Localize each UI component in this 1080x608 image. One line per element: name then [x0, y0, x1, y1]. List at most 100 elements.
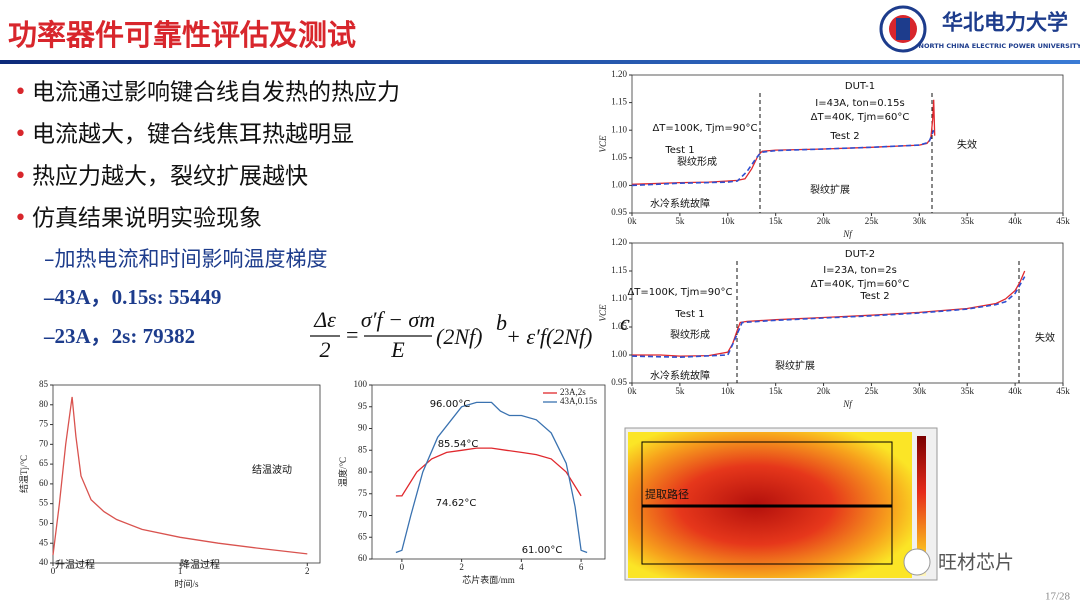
x-axis-label: Nf — [842, 399, 853, 409]
annotation: 96.00°C — [430, 399, 471, 410]
x-tick-label: 0k — [628, 386, 638, 396]
y-tick-label: 75 — [358, 488, 368, 498]
bullet-dot: • — [14, 206, 27, 231]
watermark: 旺材芯片 — [903, 548, 1014, 576]
y-tick-label: 70 — [358, 510, 368, 520]
y-tick-label: 1.00 — [611, 179, 627, 189]
x-tick-label: 10k — [721, 216, 735, 226]
bullet-dot: • — [14, 80, 27, 105]
x-tick-label: 25k — [865, 216, 879, 226]
bullet-list: • 电流通过影响键合线自发热的热应力• 电流越大，键合线焦耳热越明显• 热应力越大，裂… — [14, 80, 400, 348]
x-tick-label: 15k — [769, 216, 783, 226]
annotation: 结温波动 — [252, 463, 292, 476]
y-tick-label: 60 — [39, 478, 49, 488]
annotation: 61.00°C — [522, 545, 563, 556]
x-axis-label: 时间/s — [174, 578, 199, 589]
annotation: 裂纹扩展 — [810, 183, 850, 196]
y-tick-label: 80 — [39, 399, 49, 409]
formula-text: Δε — [313, 307, 336, 332]
formula-text: (2Nf) — [436, 324, 482, 349]
y-axis-label: 温度/°C — [337, 457, 348, 487]
annotation: 升温过程 — [55, 558, 95, 571]
x-tick-label: 45k — [1056, 216, 1070, 226]
x-tick-label: 5k — [675, 386, 685, 396]
formula-text: 2 — [320, 337, 331, 362]
x-tick-label: 15k — [769, 386, 783, 396]
y-tick-label: 65 — [358, 531, 368, 541]
slide-title: 功率器件可靠性评估及测试 — [8, 18, 356, 52]
x-tick-label: 35k — [960, 386, 974, 396]
x-tick-label: 20k — [817, 216, 831, 226]
y-tick-label: 0.95 — [611, 207, 627, 217]
chart: 0 1 2 40 45 50 55 60 65 70 75 80 85 时间/s 结温Tj/°C 结温波动升温… — [18, 379, 321, 589]
annotation: Test 2 — [859, 291, 889, 302]
plot-frame — [631, 74, 1064, 214]
chart: 0k 5k 10k 15k 20k 25k 30k 35k 40k 45k 0.95 1.00 1.05… — [598, 69, 1070, 239]
annotation: ΔT=40K, Tjm=60°C — [811, 112, 910, 123]
formula: Δε 2 = σ′f − σm E (2Nf) b + ε′f(2Nf) c — [310, 307, 630, 362]
x-tick-label: 40k — [1008, 386, 1022, 396]
formula-text: = — [345, 322, 360, 347]
y-tick-label: 1.20 — [611, 237, 627, 247]
formula-text: + ε′f(2Nf) — [506, 324, 592, 349]
legend-label: 43A,0.15s — [560, 396, 597, 406]
x-tick-label: 5k — [675, 216, 685, 226]
x-tick-label: 40k — [1008, 216, 1022, 226]
y-tick-label: 85 — [358, 444, 368, 454]
x-tick-label: 20k — [817, 386, 831, 396]
x-tick-label: 30k — [913, 216, 927, 226]
x-tick-label: 45k — [1056, 386, 1070, 396]
bullet: 热应力越大，裂纹扩展越快 — [32, 164, 308, 190]
formula-text: E — [390, 337, 405, 362]
y-tick-label: 95 — [358, 401, 368, 411]
y-tick-label: 75 — [39, 419, 49, 429]
chart: 0k 5k 10k 15k 20k 25k 30k 35k 40k 45k 0.95 1.00 1.05… — [598, 237, 1070, 409]
bullet: 电流越大，键合线焦耳热越明显 — [32, 122, 354, 148]
x-axis-label: Nf — [842, 229, 853, 239]
x-tick-label: 2 — [459, 562, 464, 572]
x-tick-label: 0k — [628, 216, 638, 226]
y-tick-label: 45 — [39, 537, 49, 547]
logo-subtitle: NORTH CHINA ELECTRIC POWER UNIVERSITY — [919, 42, 1080, 50]
plot-frame — [52, 384, 321, 564]
x-tick-label: 35k — [960, 216, 974, 226]
annotation: ΔT=40K, Tjm=60°C — [811, 279, 910, 290]
annotation: 降温过程 — [180, 558, 220, 571]
annotation: 裂纹形成 — [677, 155, 717, 168]
annotation: 水冷系统故障 — [650, 197, 710, 210]
annotation: 裂纹扩展 — [775, 359, 815, 372]
formula-text: c — [620, 310, 630, 335]
annotation: 失效 — [957, 138, 977, 151]
y-tick-label: 90 — [358, 423, 368, 433]
y-tick-label: 1.10 — [611, 293, 627, 303]
annotation: 失效 — [1035, 331, 1055, 344]
y-tick-label: 1.20 — [611, 69, 627, 79]
charts: 0k 5k 10k 15k 20k 25k 30k 35k 40k 45k0.951.001.05… — [18, 69, 1070, 589]
x-tick-label: 4 — [519, 562, 524, 572]
y-tick-label: 55 — [39, 498, 49, 508]
title-rule — [0, 60, 1080, 64]
y-tick-label: 80 — [358, 466, 368, 476]
x-tick-label: 0 — [400, 562, 405, 572]
annotation: DUT-1 — [845, 81, 875, 92]
series-line — [631, 276, 1026, 359]
heatmap-label: 提取路径 — [645, 488, 689, 501]
x-tick-label: 25k — [865, 386, 879, 396]
annotation: Test 1 — [664, 145, 694, 156]
y-tick-label: 65 — [39, 458, 49, 468]
y-axis-label: VCE — [598, 304, 608, 322]
bullet-dot: • — [14, 122, 27, 147]
x-tick-label: 0 — [51, 566, 56, 576]
x-tick-label: 1 — [178, 566, 183, 576]
page-number: 17/28 — [1045, 591, 1071, 603]
bullet-dot: • — [14, 164, 27, 189]
legend-label: 23A,2s — [560, 387, 586, 397]
y-tick-label: 70 — [39, 438, 49, 448]
sub-bullet: –加热电流和时间影响温度梯度 — [44, 247, 328, 271]
series-line — [395, 447, 582, 497]
series-line — [52, 396, 308, 556]
annotation: ΔT=100K, Tjm=90°C — [652, 123, 757, 134]
annotation: 裂纹形成 — [670, 328, 710, 341]
